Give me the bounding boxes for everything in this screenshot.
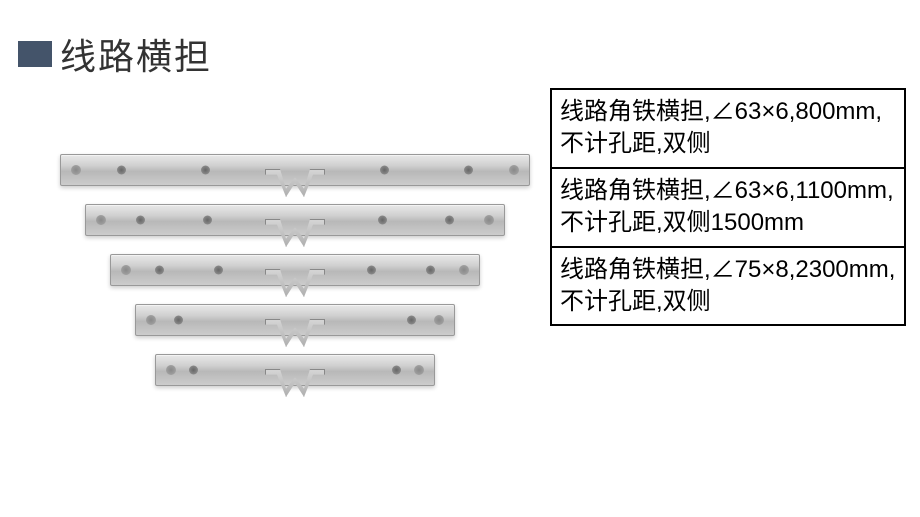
table-row: 线路角铁横担,∠63×6,1100mm,不计孔距,双侧1500mm <box>551 168 905 247</box>
spec-cell: 线路角铁横担,∠63×6,1100mm,不计孔距,双侧1500mm <box>551 168 905 247</box>
crossarm-bar-1 <box>60 154 530 186</box>
crossarm-bar-3 <box>110 254 480 286</box>
spec-table: 线路角铁横担,∠63×6,800mm,不计孔距,双侧 线路角铁横担,∠63×6,… <box>550 88 906 326</box>
table-row: 线路角铁横担,∠75×8,2300mm,不计孔距,双侧 <box>551 247 905 326</box>
accent-bar <box>18 41 52 67</box>
spec-cell: 线路角铁横担,∠75×8,2300mm,不计孔距,双侧 <box>551 247 905 326</box>
product-image-area <box>50 95 540 445</box>
page-title: 线路横担 <box>60 28 212 80</box>
spec-cell: 线路角铁横担,∠63×6,800mm,不计孔距,双侧 <box>551 89 905 168</box>
spec-table-wrap: 线路角铁横担,∠63×6,800mm,不计孔距,双侧 线路角铁横担,∠63×6,… <box>550 88 906 326</box>
crossarm-bar-5 <box>155 354 435 386</box>
crossarm-bar-2 <box>85 204 505 236</box>
table-row: 线路角铁横担,∠63×6,800mm,不计孔距,双侧 <box>551 89 905 168</box>
slide-header: 线路横担 <box>18 28 212 80</box>
crossarm-bar-4 <box>135 304 455 336</box>
